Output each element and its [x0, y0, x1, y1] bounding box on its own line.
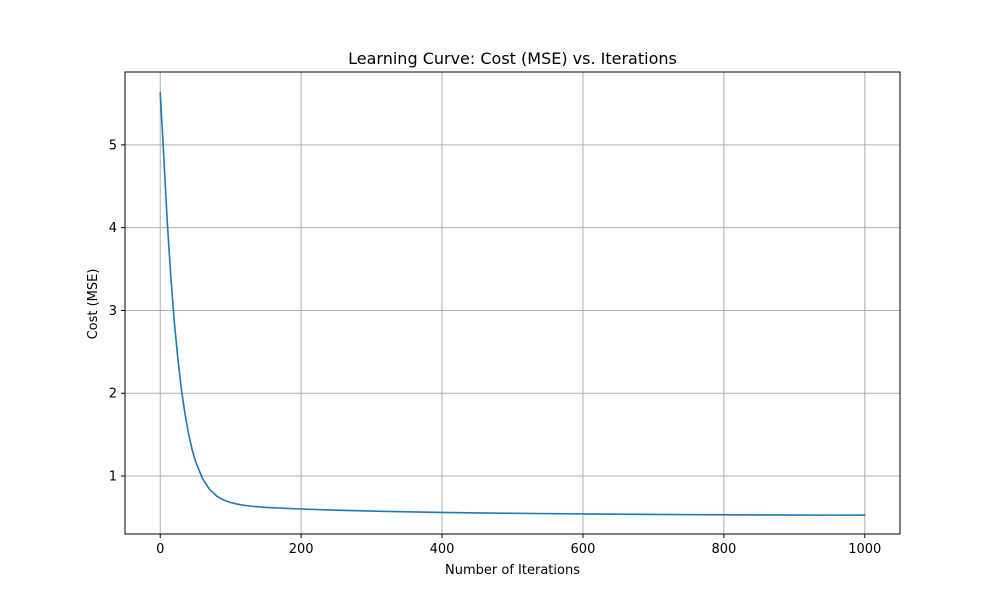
- x-tick-label: 1000: [848, 542, 881, 557]
- grid: [125, 72, 900, 534]
- y-tick-label: 2: [109, 387, 117, 402]
- y-tick-label: 5: [109, 138, 117, 153]
- x-axis-ticks: 0 200 400 600 800 1000: [156, 534, 881, 557]
- y-axis-ticks: 1 2 3 4 5: [109, 138, 125, 485]
- x-tick-label: 600: [571, 542, 596, 557]
- x-axis-label: Number of Iterations: [445, 563, 580, 578]
- y-axis-label: Cost (MSE): [86, 269, 101, 340]
- cost-line: [159, 91, 866, 517]
- chart-title: Learning Curve: Cost (MSE) vs. Iteration…: [348, 49, 677, 68]
- x-tick-label: 0: [156, 542, 164, 557]
- y-tick-label: 1: [109, 470, 117, 485]
- y-tick-label: 3: [109, 304, 117, 319]
- plot-frame: [124, 71, 901, 535]
- series-layer: [159, 91, 866, 517]
- x-tick-label: 400: [430, 542, 455, 557]
- x-tick-label: 800: [711, 542, 736, 557]
- x-tick-label: 200: [289, 542, 314, 557]
- y-tick-label: 4: [109, 221, 117, 236]
